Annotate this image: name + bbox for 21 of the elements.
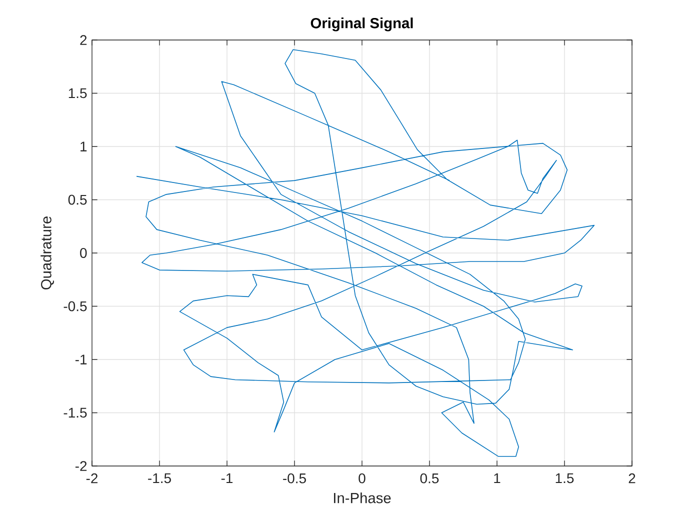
y-tick-label: 1 [80,142,87,152]
line-series [136,49,595,457]
y-tick-label: -0.5 [64,301,87,312]
x-tick-label: 1 [494,473,500,484]
y-tick-label: 2 [80,35,87,45]
y-axis-title: Quadrature [40,216,54,290]
y-tick-label: -1.5 [64,408,87,418]
y-tick-label: -1 [75,354,87,364]
y-tick-label: -2 [75,461,87,471]
y-tick-label: 0 [80,248,87,258]
x-tick-label: -0.5 [283,473,306,484]
x-tick-label: -1.5 [148,473,171,484]
y-tick-label: 1.5 [68,88,87,98]
x-axis-title: In-Phase [334,492,391,504]
chart-title: Original Signal [310,18,413,32]
x-tick-label: -1 [221,473,233,484]
x-tick-label: 0 [358,473,366,484]
y-tick-label: 0.5 [68,194,87,205]
x-tick-label: 2 [628,473,636,484]
x-tick-label: 0.5 [420,473,439,484]
x-tick-label: 1.5 [556,473,574,484]
